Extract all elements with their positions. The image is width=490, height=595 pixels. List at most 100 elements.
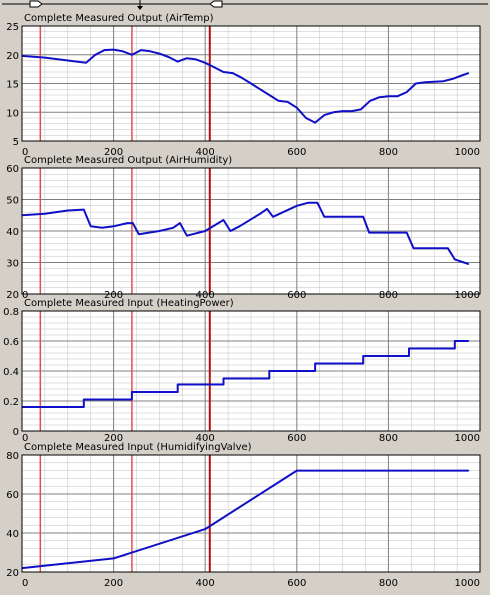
data-point bbox=[467, 263, 470, 265]
data-point bbox=[287, 101, 289, 103]
chart-3: Complete Measured Input (HeatingPower) 0 0… bbox=[3, 298, 481, 444]
x-tick-label: 200 bbox=[104, 433, 123, 444]
data-point bbox=[368, 231, 370, 234]
data-point bbox=[362, 362, 364, 365]
data-point bbox=[131, 54, 133, 56]
data-point bbox=[250, 82, 252, 85]
plot-frame bbox=[21, 167, 481, 295]
data-point bbox=[360, 108, 362, 110]
data-point bbox=[83, 398, 85, 401]
y-tick-label: 0.6 bbox=[3, 337, 19, 348]
data-point bbox=[140, 49, 142, 51]
data-point bbox=[369, 100, 371, 102]
data-point bbox=[463, 261, 465, 264]
data-point bbox=[314, 362, 316, 365]
data-point bbox=[204, 62, 206, 64]
data-point bbox=[138, 233, 140, 235]
x-tick-label: 1000 bbox=[455, 433, 480, 444]
data-point bbox=[177, 61, 179, 63]
plot-frame bbox=[21, 310, 481, 432]
x-tick-label: 400 bbox=[196, 290, 215, 301]
x-tick-label: 800 bbox=[379, 578, 398, 589]
y-tick-label: 40 bbox=[6, 529, 19, 540]
y-tick-label: 40 bbox=[6, 227, 19, 238]
data-point bbox=[101, 227, 103, 229]
data-point bbox=[103, 49, 106, 51]
data-point bbox=[204, 528, 206, 530]
data-point bbox=[454, 340, 456, 342]
y-tick-label: 0 bbox=[13, 427, 19, 438]
data-point bbox=[67, 209, 69, 212]
data-point bbox=[232, 72, 234, 74]
series-line bbox=[21, 48, 469, 124]
data-point bbox=[179, 222, 181, 224]
y-tick-label: 30 bbox=[6, 259, 19, 270]
data-point bbox=[259, 88, 261, 90]
data-point bbox=[222, 383, 225, 386]
data-point bbox=[67, 59, 69, 62]
range-end-handle[interactable] bbox=[209, 0, 223, 8]
data-point bbox=[323, 216, 325, 218]
x-tick-label: 400 bbox=[196, 433, 215, 444]
chart-title: Complete Measured Input (HeatingPower) bbox=[24, 298, 234, 309]
current-position-handle[interactable] bbox=[137, 0, 143, 10]
data-point bbox=[167, 56, 170, 58]
plot-frame bbox=[21, 454, 481, 573]
data-point bbox=[454, 347, 456, 350]
series-line bbox=[21, 201, 469, 266]
x-tick-label: 800 bbox=[379, 433, 398, 444]
data-point bbox=[424, 81, 426, 83]
data-point bbox=[406, 231, 408, 234]
x-tick-label: 0 bbox=[22, 290, 28, 301]
data-point bbox=[268, 94, 270, 96]
y-tick-label: 60 bbox=[6, 164, 19, 175]
data-point bbox=[433, 81, 435, 83]
data-point bbox=[296, 470, 298, 472]
x-tick-label: 600 bbox=[287, 578, 306, 589]
data-point bbox=[454, 258, 456, 260]
data-point bbox=[186, 57, 188, 59]
data-point bbox=[213, 66, 215, 68]
data-point bbox=[314, 370, 316, 372]
y-tick-label: 0.4 bbox=[3, 367, 19, 378]
data-point bbox=[408, 347, 410, 350]
range-start-handle[interactable] bbox=[29, 0, 43, 8]
chart-title: Complete Measured Output (AirHumidity) bbox=[24, 155, 232, 166]
x-tick-label: 0 bbox=[22, 147, 28, 158]
chart-title: Complete Measured Output (AirTemp) bbox=[24, 13, 214, 24]
y-tick-label: 5 bbox=[13, 137, 19, 148]
data-point bbox=[342, 216, 344, 218]
chart-title: Complete Measured Input (HumidifyingValv… bbox=[24, 442, 252, 453]
data-point bbox=[266, 208, 268, 210]
x-range-selector[interactable] bbox=[0, 0, 490, 12]
data-point bbox=[131, 391, 133, 393]
data-point bbox=[113, 225, 115, 227]
data-point bbox=[396, 95, 399, 97]
data-point bbox=[222, 71, 225, 73]
data-point bbox=[451, 78, 454, 80]
data-point bbox=[433, 247, 435, 249]
data-point bbox=[158, 53, 160, 55]
y-tick-label: 60 bbox=[6, 490, 19, 501]
data-point bbox=[332, 111, 335, 113]
data-point bbox=[177, 391, 179, 393]
data-point bbox=[415, 82, 417, 85]
chart-1: Complete Measured Output (AirTemp) 5 10 15 2… bbox=[6, 13, 481, 158]
data-point bbox=[177, 383, 179, 386]
data-point bbox=[238, 225, 241, 227]
data-point bbox=[351, 110, 353, 112]
x-tick-label: 600 bbox=[287, 433, 306, 444]
data-point bbox=[85, 62, 87, 64]
x-tick-label: 600 bbox=[287, 290, 306, 301]
y-tick-label: 15 bbox=[6, 80, 19, 91]
data-point bbox=[342, 110, 344, 112]
data-point bbox=[272, 216, 274, 218]
data-point bbox=[241, 77, 243, 79]
data-point bbox=[90, 225, 92, 227]
chart-2: Complete Measured Output (AirHumidity) 20… bbox=[6, 155, 481, 301]
data-point bbox=[316, 202, 319, 204]
data-point bbox=[387, 95, 389, 97]
data-point bbox=[126, 222, 128, 224]
y-tick-label: 20 bbox=[6, 568, 19, 579]
